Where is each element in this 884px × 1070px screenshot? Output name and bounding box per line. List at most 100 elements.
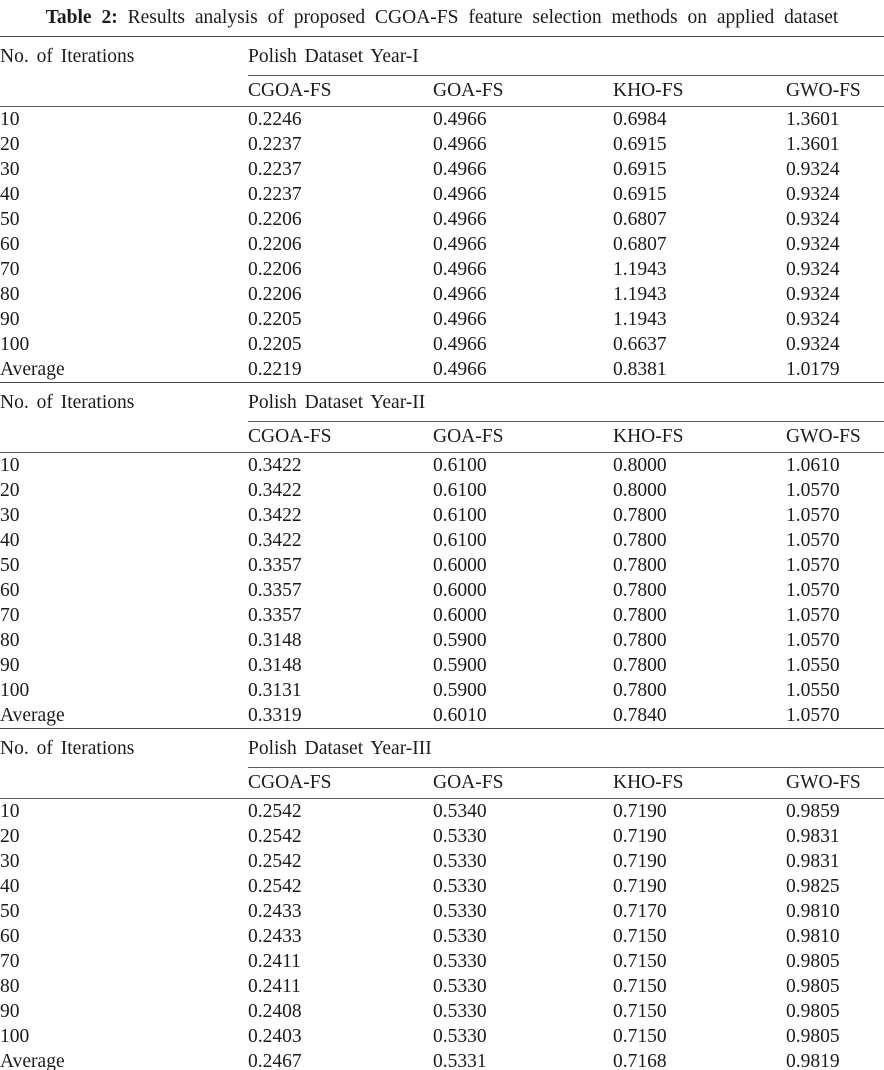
iteration-cell: 20 bbox=[0, 826, 20, 847]
iteration-cell: 50 bbox=[0, 209, 20, 230]
iteration-cell: 90 bbox=[0, 655, 20, 676]
table-row: 90 0.2205 0.4966 1.1943 0.9324 bbox=[0, 307, 884, 332]
value-cell: 0.6010 bbox=[433, 705, 487, 726]
method-column-header: KHO-FS bbox=[613, 421, 786, 453]
table-row: 10 0.2246 0.4966 0.6984 1.3601 bbox=[0, 107, 884, 133]
value-cell: 0.3131 bbox=[248, 680, 302, 701]
value-cell: 0.8000 bbox=[613, 480, 667, 501]
value-cell: 0.9810 bbox=[786, 926, 840, 947]
value-cell: 0.4966 bbox=[433, 359, 487, 380]
iteration-cell: 30 bbox=[0, 851, 20, 872]
value-cell: 0.7190 bbox=[613, 876, 667, 897]
table-row: 70 0.2206 0.4966 1.1943 0.9324 bbox=[0, 257, 884, 282]
value-cell: 0.2542 bbox=[248, 801, 302, 822]
value-cell: 0.9859 bbox=[786, 801, 840, 822]
table-row: Average 0.2467 0.5331 0.7168 0.9819 bbox=[0, 1049, 884, 1070]
value-cell: 0.7800 bbox=[613, 630, 667, 651]
value-cell: 0.6000 bbox=[433, 605, 487, 626]
table-row: 30 0.3422 0.6100 0.7800 1.0570 bbox=[0, 503, 884, 528]
value-cell: 1.0570 bbox=[786, 705, 840, 726]
value-cell: 1.0179 bbox=[786, 359, 840, 380]
value-cell: 0.2408 bbox=[248, 1001, 302, 1022]
value-cell: 0.2433 bbox=[248, 901, 302, 922]
iterations-column-header: No. of Iterations bbox=[0, 36, 248, 76]
value-cell: 0.5330 bbox=[433, 926, 487, 947]
value-cell: 0.9324 bbox=[786, 259, 840, 280]
value-cell: 1.0570 bbox=[786, 630, 840, 651]
table-row: 70 0.3357 0.6000 0.7800 1.0570 bbox=[0, 603, 884, 628]
value-cell: 1.1943 bbox=[613, 284, 667, 305]
table-row: 80 0.2206 0.4966 1.1943 0.9324 bbox=[0, 282, 884, 307]
iteration-cell: 30 bbox=[0, 159, 20, 180]
section-header-row: No. of Iterations Polish Dataset Year-II bbox=[0, 382, 884, 422]
value-cell: 0.3357 bbox=[248, 605, 302, 626]
value-cell: 0.6915 bbox=[613, 184, 667, 205]
table-row: 90 0.3148 0.5900 0.7800 1.0550 bbox=[0, 653, 884, 678]
value-cell: 0.5330 bbox=[433, 951, 487, 972]
value-cell: 0.9324 bbox=[786, 159, 840, 180]
value-cell: 0.6807 bbox=[613, 209, 667, 230]
table-row: 50 0.2433 0.5330 0.7170 0.9810 bbox=[0, 899, 884, 924]
value-cell: 0.7190 bbox=[613, 826, 667, 847]
value-cell: 0.9805 bbox=[786, 1026, 840, 1047]
value-cell: 0.9825 bbox=[786, 876, 840, 897]
value-cell: 0.4966 bbox=[433, 334, 487, 355]
value-cell: 0.6984 bbox=[613, 109, 667, 130]
value-cell: 0.4966 bbox=[433, 284, 487, 305]
dataset-title: Polish Dataset Year-I bbox=[248, 36, 884, 76]
iteration-cell: 10 bbox=[0, 109, 20, 130]
value-cell: 0.7800 bbox=[613, 530, 667, 551]
table-row: 30 0.2237 0.4966 0.6915 0.9324 bbox=[0, 157, 884, 182]
value-cell: 0.5330 bbox=[433, 851, 487, 872]
value-cell: 0.7150 bbox=[613, 951, 667, 972]
method-column-header: CGOA-FS bbox=[248, 421, 433, 453]
value-cell: 1.3601 bbox=[786, 134, 840, 155]
value-cell: 0.2237 bbox=[248, 134, 302, 155]
value-cell: 0.5330 bbox=[433, 901, 487, 922]
value-cell: 0.9324 bbox=[786, 184, 840, 205]
iteration-cell: 90 bbox=[0, 309, 20, 330]
value-cell: 0.4966 bbox=[433, 159, 487, 180]
value-cell: 0.9324 bbox=[786, 209, 840, 230]
value-cell: 0.9324 bbox=[786, 309, 840, 330]
value-cell: 0.6915 bbox=[613, 134, 667, 155]
value-cell: 0.5340 bbox=[433, 801, 487, 822]
value-cell: 0.5900 bbox=[433, 630, 487, 651]
value-cell: 0.9324 bbox=[786, 284, 840, 305]
iteration-cell: Average bbox=[0, 1051, 65, 1070]
iteration-cell: 60 bbox=[0, 580, 20, 601]
value-cell: 1.1943 bbox=[613, 259, 667, 280]
table-row: 10 0.3422 0.6100 0.8000 1.0610 bbox=[0, 453, 884, 479]
value-cell: 0.7168 bbox=[613, 1051, 667, 1070]
value-cell: 0.7190 bbox=[613, 851, 667, 872]
value-cell: 1.0570 bbox=[786, 605, 840, 626]
value-cell: 0.6100 bbox=[433, 530, 487, 551]
value-cell: 0.9805 bbox=[786, 1001, 840, 1022]
results-table: No. of Iterations Polish Dataset Year-I … bbox=[0, 36, 884, 1070]
value-cell: 0.7840 bbox=[613, 705, 667, 726]
value-cell: 0.7150 bbox=[613, 926, 667, 947]
iteration-cell: Average bbox=[0, 359, 65, 380]
iteration-cell: 80 bbox=[0, 976, 20, 997]
value-cell: 0.4966 bbox=[433, 309, 487, 330]
table-row: 20 0.3422 0.6100 0.8000 1.0570 bbox=[0, 478, 884, 503]
value-cell: 0.3357 bbox=[248, 580, 302, 601]
iteration-cell: 100 bbox=[0, 680, 30, 701]
table-row: 50 0.3357 0.6000 0.7800 1.0570 bbox=[0, 553, 884, 578]
table-row: 90 0.2408 0.5330 0.7150 0.9805 bbox=[0, 999, 884, 1024]
table-row: 100 0.2403 0.5330 0.7150 0.9805 bbox=[0, 1024, 884, 1049]
dataset-section: No. of Iterations Polish Dataset Year-II… bbox=[0, 728, 884, 1070]
method-column-header: GWO-FS bbox=[786, 75, 884, 107]
value-cell: 0.4966 bbox=[433, 259, 487, 280]
section-header-row: No. of Iterations Polish Dataset Year-I bbox=[0, 36, 884, 76]
table-row: 50 0.2206 0.4966 0.6807 0.9324 bbox=[0, 207, 884, 232]
value-cell: 0.2206 bbox=[248, 234, 302, 255]
value-cell: 0.7150 bbox=[613, 1026, 667, 1047]
value-cell: 0.6915 bbox=[613, 159, 667, 180]
iteration-cell: 70 bbox=[0, 605, 20, 626]
iteration-cell: 20 bbox=[0, 134, 20, 155]
iteration-cell: 20 bbox=[0, 480, 20, 501]
table-row: 60 0.3357 0.6000 0.7800 1.0570 bbox=[0, 578, 884, 603]
value-cell: 0.5900 bbox=[433, 655, 487, 676]
table-row: 40 0.3422 0.6100 0.7800 1.0570 bbox=[0, 528, 884, 553]
